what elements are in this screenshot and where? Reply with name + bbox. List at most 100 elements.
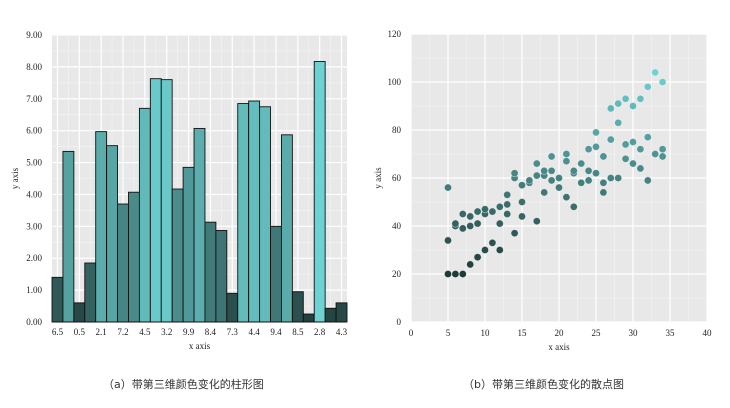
scatter-point	[629, 138, 637, 146]
bar	[149, 78, 162, 323]
scatter-point	[518, 198, 526, 206]
scatter-point	[444, 183, 452, 192]
bar	[160, 79, 173, 323]
scatter-point	[532, 171, 541, 180]
bar	[237, 103, 250, 323]
scatter-point	[599, 178, 608, 187]
scatter-point	[569, 166, 578, 175]
scatter-point	[658, 152, 667, 161]
y-tick-label: 0	[397, 317, 402, 327]
scatter-point	[444, 236, 452, 245]
scatter-point	[555, 174, 563, 182]
scatter-point	[466, 260, 475, 269]
scatter-point	[614, 99, 623, 108]
x-tick-label: 4.5	[139, 327, 151, 337]
scatter-point	[503, 190, 512, 199]
scatter-point	[629, 102, 637, 110]
x-tick-label: 5	[446, 328, 451, 338]
bar	[128, 191, 140, 323]
scatter-point	[562, 150, 571, 158]
bar	[280, 134, 293, 323]
bar	[302, 313, 315, 323]
x-tick-label: 9.9	[183, 327, 195, 337]
scatter-point	[518, 181, 526, 190]
scatter-chart-plot: 0 20 40 60 80 100 120 0 5 10 15 20 25 30 35 40 x axis y a…	[373, 29, 713, 352]
scatter-point	[495, 246, 504, 254]
x-tick-label: 7.2	[117, 327, 128, 337]
scatter-point	[458, 270, 467, 278]
bar	[106, 145, 119, 323]
bar	[62, 150, 75, 323]
y-tick-label: 9.00	[26, 30, 42, 40]
bar	[138, 107, 151, 323]
scatter-point	[592, 128, 600, 137]
scatter-point	[562, 193, 571, 202]
scatter-point	[636, 164, 645, 173]
bar-chart: 0.00 1.00 2.00 3.00 4.00 5.00 6.00 7.00 8.00 9.00…	[0, 0, 365, 365]
bar	[84, 262, 97, 323]
scatter-chart: 0 20 40 60 80 100 120 0 5 10 15 20 25 30 35 40 x axis y a…	[365, 0, 730, 365]
scatter-point	[451, 270, 460, 278]
scatter-point	[651, 150, 660, 158]
bar	[117, 203, 129, 323]
scatter-point	[495, 219, 504, 228]
bar	[324, 307, 337, 323]
x-tick-label: 10	[481, 328, 491, 338]
bar	[248, 100, 261, 323]
bar	[95, 131, 108, 323]
scatter-point	[584, 176, 593, 185]
scatter-point	[643, 176, 652, 185]
x-tick-label: 20	[555, 328, 565, 338]
scatter-point	[540, 166, 549, 175]
scatter-point	[562, 157, 571, 166]
x-tick-label: 4.4	[249, 327, 261, 337]
y-tick-label: 1.00	[26, 285, 42, 295]
x-tick-label: 6.5	[52, 327, 64, 337]
x-axis-label: x axis	[548, 342, 570, 352]
scatter-point	[547, 152, 556, 161]
bar	[291, 291, 304, 323]
scatter-point	[510, 169, 519, 178]
y-axis-label: y axis	[10, 167, 20, 189]
y-tick-label: 2.00	[26, 253, 42, 263]
scatter-point	[599, 188, 608, 197]
x-tick-label: 7.3	[227, 327, 239, 337]
x-tick-label: 0	[409, 328, 414, 338]
y-tick-label: 40	[392, 221, 402, 231]
y-tick-label: 60	[392, 173, 402, 183]
scatter-point	[614, 118, 623, 127]
bar	[226, 292, 239, 323]
scatter-point	[525, 176, 534, 185]
bar	[215, 230, 228, 323]
caption-bar-chart: （a）带第三维颜色变化的柱形图	[103, 378, 264, 391]
scatter-point	[444, 270, 452, 278]
bar	[335, 302, 348, 323]
scatter-point	[636, 94, 645, 103]
bar	[73, 302, 86, 323]
scatter-point	[503, 210, 512, 218]
scatter-point	[599, 152, 608, 161]
scatter-point	[466, 212, 475, 221]
bar	[259, 106, 271, 323]
x-tick-label: 8.4	[205, 327, 217, 337]
scatter-point	[606, 104, 615, 113]
x-tick-label: 0.5	[74, 327, 86, 337]
bar	[171, 188, 184, 323]
scatter-point	[458, 224, 467, 233]
bar	[51, 276, 64, 323]
scatter-point	[473, 253, 482, 262]
scatter-point	[606, 174, 615, 182]
scatter-point	[584, 166, 593, 175]
x-tick-label: 9.4	[270, 327, 282, 337]
scatter-point	[643, 133, 652, 142]
caption-scatter-chart: （b）带第三维颜色变化的散点图	[463, 378, 624, 391]
scatter-point	[555, 183, 563, 192]
scatter-point	[458, 210, 467, 218]
bar-chart-plot: 0.00 1.00 2.00 3.00 4.00 5.00 6.00 7.00 8.00 9.00…	[10, 30, 348, 351]
x-tick-label: 40	[703, 328, 713, 338]
scatter-point	[540, 188, 549, 197]
x-tick-label: 4.3	[336, 327, 348, 337]
scatter-point	[481, 246, 489, 254]
scatter-point	[643, 82, 652, 91]
y-tick-label: 6.00	[26, 126, 42, 136]
